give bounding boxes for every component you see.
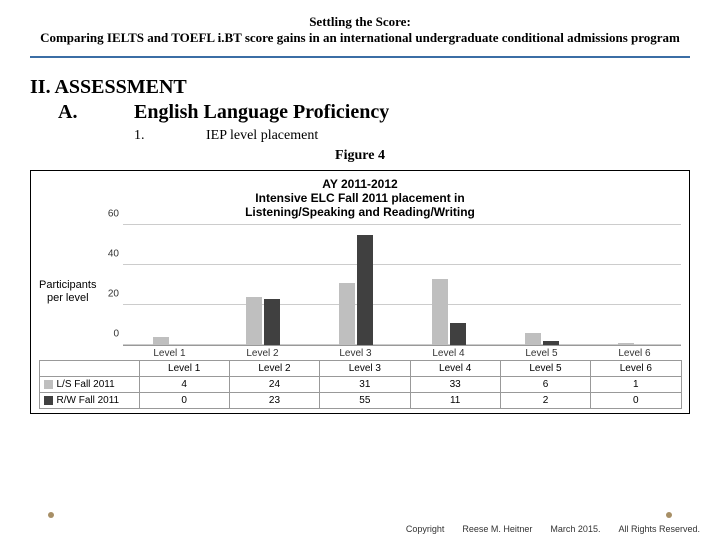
legend-swatch [44,396,53,405]
table-cell: 4 [139,376,230,393]
decorative-dot-left [48,512,54,518]
section-1-text: IEP level placement [206,128,318,143]
chart-xtick: Level 2 [216,346,309,359]
chart-bar [357,235,373,345]
chart-ytick: 0 [97,328,119,339]
legend-label: L/S Fall 2011 [57,379,115,390]
chart-bar [450,323,466,345]
chart-xtick: Level 6 [588,346,681,359]
chart-bar [543,341,559,345]
table-cell: 1 [590,376,681,393]
chart-plot-area: 0204060 [123,226,681,346]
table-cell: 0 [139,392,230,409]
chart-bar [153,337,169,345]
table-cell: 23 [229,392,320,409]
chart-y-label: Participantsper level [39,279,96,305]
chart-ytick: 20 [97,288,119,299]
table-cell: 31 [319,376,410,393]
table-row-header: R/W Fall 2011 [39,392,140,409]
section-heading-ii: II. ASSESSMENT [30,76,690,99]
chart-ytick: 40 [97,248,119,259]
footer-copyright: Copyright [406,524,445,534]
footer-rights: All Rights Reserved. [618,524,700,534]
table-cell: 11 [410,392,501,409]
section-a-text: English Language Proficiency [134,101,389,123]
chart-x-labels: Level 1Level 2Level 3Level 4Level 5Level… [123,346,681,359]
chart-xtick: Level 3 [309,346,402,359]
section-letter-a: A. [58,101,134,124]
footer: Copyright Reese M. Heitner March 2015. A… [0,524,720,534]
table-column-header: Level 5 [500,360,591,377]
chart-bar [246,297,262,345]
chart-gridline [123,224,681,225]
figure-label: Figure 4 [30,148,690,164]
section-num-1: 1. [134,128,206,144]
table-cell: 24 [229,376,320,393]
footer-date: March 2015. [550,524,600,534]
chart-bar [618,343,634,345]
table-cell: 6 [500,376,591,393]
table-column-header: Level 2 [229,360,320,377]
page-subtitle: Comparing IELTS and TOEFL i.BT score gai… [30,30,690,46]
table-column-header: Level 1 [139,360,230,377]
page-title: Settling the Score: [30,14,690,30]
chart-bar [525,333,541,345]
chart-ytick: 60 [97,208,119,219]
chart-data-table: Level 1Level 2Level 3Level 4Level 5Level… [39,361,681,409]
footer-author: Reese M. Heitner [462,524,532,534]
table-cell: 33 [410,376,501,393]
table-cell: 0 [590,392,681,409]
section-heading-a: A.English Language Proficiency [58,101,690,124]
chart-xtick: Level 5 [495,346,588,359]
chart-title-line1: AY 2011-2012 [39,177,681,191]
table-column-header: Level 4 [410,360,501,377]
legend-label: R/W Fall 2011 [57,395,120,406]
chart-container: AY 2011-2012 Intensive ELC Fall 2011 pla… [30,170,690,414]
table-column-header: Level 3 [319,360,410,377]
chart-title-line2: Intensive ELC Fall 2011 placement inList… [39,191,681,220]
decorative-dot-right [666,512,672,518]
section-item-1: 1.IEP level placement [134,128,690,144]
chart-bar [432,279,448,345]
table-corner [39,360,140,377]
chart-xtick: Level 4 [402,346,495,359]
legend-swatch [44,380,53,389]
chart-bar [339,283,355,345]
table-column-header: Level 6 [590,360,681,377]
table-cell: 2 [500,392,591,409]
chart-xtick: Level 1 [123,346,216,359]
table-row-header: L/S Fall 2011 [39,376,140,393]
chart-bar [264,299,280,345]
table-cell: 55 [319,392,410,409]
